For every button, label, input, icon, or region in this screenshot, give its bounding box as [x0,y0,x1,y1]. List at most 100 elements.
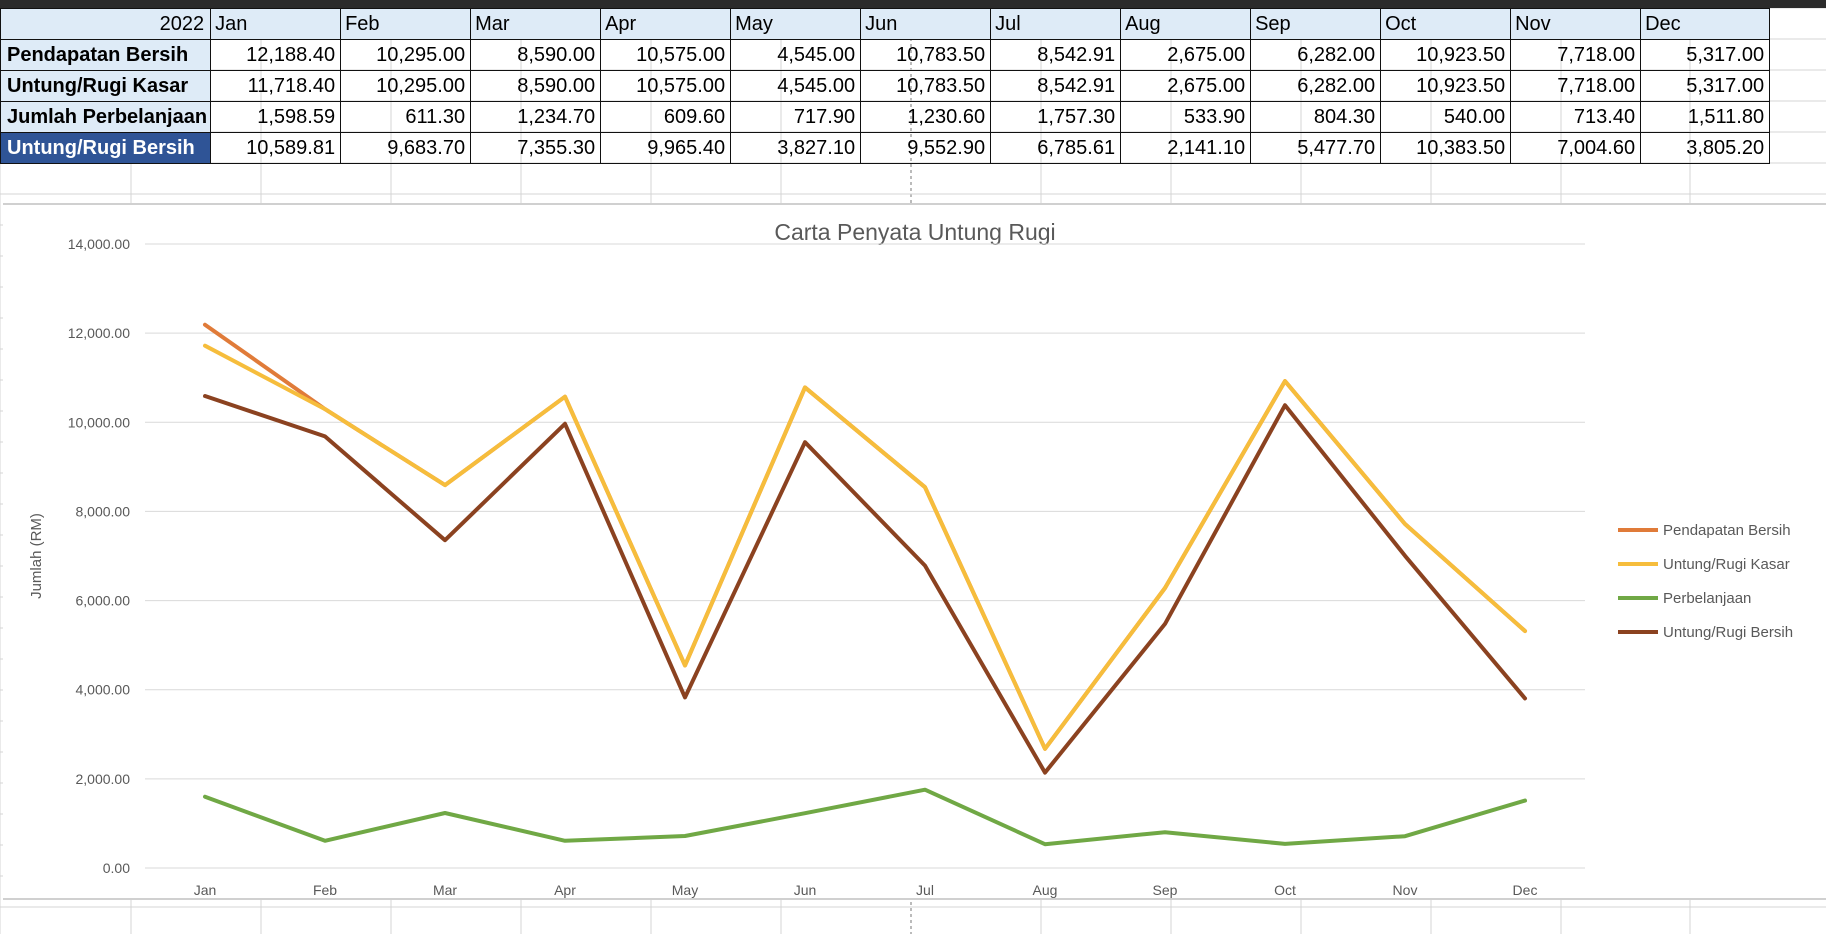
value-cell[interactable]: 8,542.91 [990,39,1122,71]
value-cell[interactable]: 1,230.60 [860,101,992,133]
spreadsheet[interactable]: 2022 Jan Feb Mar Apr May Jun Jul Aug Sep Oct Nov Dec… [0,8,1826,934]
value-cell[interactable]: 7,718.00 [1510,39,1642,71]
x-tick-label: Sep [1153,882,1178,898]
month-header-cell[interactable]: Dec [1640,8,1771,40]
value-cell[interactable]: 12,188.40 [210,39,342,71]
chart-title: Carta Penyata Untung Rugi [774,219,1055,245]
table-header-row: 2022 Jan Feb Mar Apr May Jun Jul Aug Sep Oct Nov Dec [0,8,1771,40]
x-tick-label: Oct [1274,882,1296,898]
value-cell[interactable]: 5,317.00 [1640,39,1771,71]
month-header-cell[interactable]: Sep [1250,8,1382,40]
month-header-cell[interactable]: Apr [600,8,732,40]
value-cell[interactable]: 533.90 [1120,101,1252,133]
x-tick-label: Jun [794,882,817,898]
month-header-cell[interactable]: May [730,8,862,40]
value-cell[interactable]: 5,477.70 [1250,132,1382,164]
y-tick-label: 6,000.00 [76,593,131,609]
value-cell[interactable]: 10,575.00 [600,70,732,102]
value-cell[interactable]: 9,965.40 [600,132,732,164]
legend-label: Perbelanjaan [1663,590,1751,607]
y-tick-label: 12,000.00 [68,325,130,341]
value-cell[interactable]: 8,590.00 [470,39,602,71]
row-label-cell[interactable]: Untung/Rugi Bersih [0,132,212,164]
x-tick-label: Aug [1033,882,1058,898]
value-cell[interactable]: 2,675.00 [1120,70,1252,102]
table-row: Jumlah Perbelanjaan 1,598.59 611.30 1,234.7… [0,101,1771,133]
month-header-cell[interactable]: Jul [990,8,1122,40]
month-header-cell[interactable]: Jun [860,8,992,40]
value-cell[interactable]: 8,590.00 [470,70,602,102]
value-cell[interactable]: 1,511.80 [1640,101,1771,133]
value-cell[interactable]: 717.90 [730,101,862,133]
chart-area[interactable]: Carta Penyata Untung Rugi 0.00 2,000.00 4,0… [3,203,1826,900]
x-tick-label: Jul [916,882,934,898]
value-cell[interactable]: 1,757.30 [990,101,1122,133]
x-tick-label: Jan [194,882,217,898]
value-cell[interactable]: 10,575.00 [600,39,732,71]
row-label-cell[interactable]: Jumlah Perbelanjaan [0,101,212,133]
x-tick-label: Dec [1513,882,1538,898]
value-cell[interactable]: 609.60 [600,101,732,133]
month-header-cell[interactable]: Jan [210,8,342,40]
value-cell[interactable]: 3,805.20 [1640,132,1771,164]
table-row: Untung/Rugi Bersih 10,589.81 9,683.70 7,355… [0,132,1771,164]
value-cell[interactable]: 5,317.00 [1640,70,1771,102]
y-tick-label: 14,000.00 [68,236,130,252]
window-top-bar [0,0,1826,8]
value-cell[interactable]: 6,785.61 [990,132,1122,164]
value-cell[interactable]: 540.00 [1380,101,1512,133]
y-axis-label: Jumlah (RM) [28,513,45,599]
y-tick-label: 2,000.00 [76,771,131,787]
year-cell[interactable]: 2022 [0,8,212,40]
value-cell[interactable]: 1,234.70 [470,101,602,133]
value-cell[interactable]: 7,004.60 [1510,132,1642,164]
legend-label: Untung/Rugi Kasar [1663,556,1790,573]
data-table: 2022 Jan Feb Mar Apr May Jun Jul Aug Sep Oct Nov Dec… [0,8,1771,164]
value-cell[interactable]: 10,589.81 [210,132,342,164]
month-header-cell[interactable]: Mar [470,8,602,40]
value-cell[interactable]: 11,718.40 [210,70,342,102]
value-cell[interactable]: 2,675.00 [1120,39,1252,71]
value-cell[interactable]: 6,282.00 [1250,39,1382,71]
month-header-cell[interactable]: Oct [1380,8,1512,40]
value-cell[interactable]: 6,282.00 [1250,70,1382,102]
y-tick-label: 4,000.00 [76,682,131,698]
table-row: Pendapatan Bersih 12,188.40 10,295.00 8,590… [0,39,1771,71]
line-chart: Carta Penyata Untung Rugi 0.00 2,000.00 4,0… [28,219,1793,898]
x-tick-label: Apr [554,882,576,898]
value-cell[interactable]: 713.40 [1510,101,1642,133]
value-cell[interactable]: 10,783.50 [860,70,992,102]
month-header-cell[interactable]: Nov [1510,8,1642,40]
value-cell[interactable]: 10,923.50 [1380,70,1512,102]
value-cell[interactable]: 10,383.50 [1380,132,1512,164]
x-tick-label: Mar [433,882,457,898]
series-line [203,322,1527,751]
value-cell[interactable]: 611.30 [340,101,472,133]
value-cell[interactable]: 10,923.50 [1380,39,1512,71]
value-cell[interactable]: 10,295.00 [340,39,472,71]
row-label-cell[interactable]: Pendapatan Bersih [0,39,212,71]
value-cell[interactable]: 10,783.50 [860,39,992,71]
value-cell[interactable]: 9,552.90 [860,132,992,164]
value-cell[interactable]: 1,598.59 [210,101,342,133]
value-cell[interactable]: 7,718.00 [1510,70,1642,102]
value-cell[interactable]: 7,355.30 [470,132,602,164]
series-line [203,343,1527,751]
month-header-cell[interactable]: Feb [340,8,472,40]
value-cell[interactable]: 804.30 [1250,101,1382,133]
x-tick-label: May [672,882,698,898]
legend-label: Untung/Rugi Bersih [1663,624,1793,641]
month-header-cell[interactable]: Aug [1120,8,1252,40]
value-cell[interactable]: 9,683.70 [340,132,472,164]
value-cell[interactable]: 4,545.00 [730,70,862,102]
value-cell[interactable]: 3,827.10 [730,132,862,164]
value-cell[interactable]: 2,141.10 [1120,132,1252,164]
series-line [203,787,1527,847]
value-cell[interactable]: 8,542.91 [990,70,1122,102]
legend-label: Pendapatan Bersih [1663,522,1791,539]
x-tick-label: Nov [1393,882,1418,898]
value-cell[interactable]: 4,545.00 [730,39,862,71]
value-cell[interactable]: 10,295.00 [340,70,472,102]
row-label-cell[interactable]: Untung/Rugi Kasar [0,70,212,102]
y-tick-label: 10,000.00 [68,414,130,430]
